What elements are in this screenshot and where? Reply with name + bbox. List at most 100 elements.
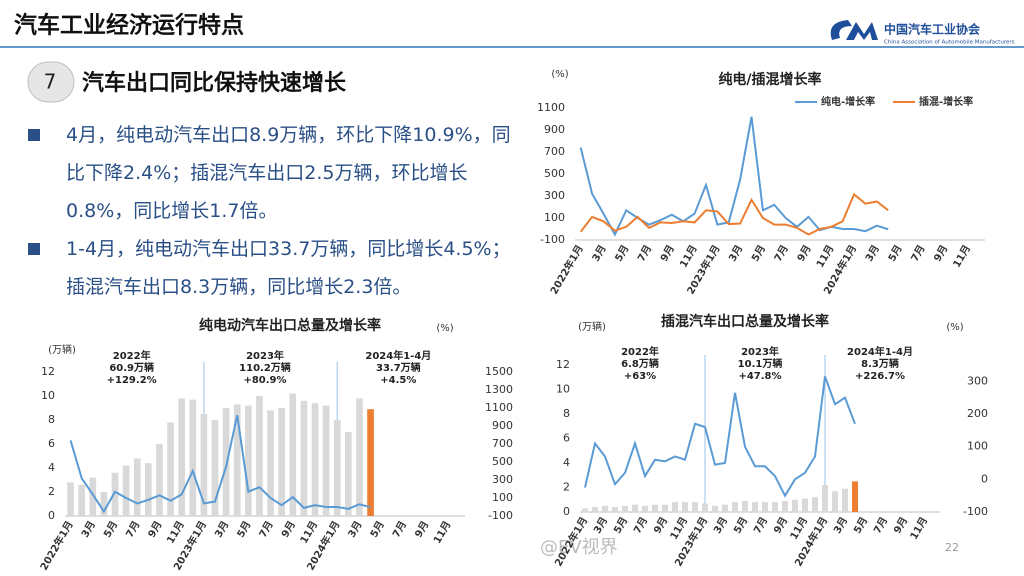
bar bbox=[642, 505, 648, 512]
x-tick-label: 7月 bbox=[772, 243, 791, 264]
x-tick-label: 9月 bbox=[795, 243, 814, 264]
x-tick-label: 11月 bbox=[908, 515, 930, 542]
bar bbox=[772, 502, 778, 512]
bar bbox=[256, 396, 263, 516]
x-tick-label: 9月 bbox=[279, 519, 298, 540]
annotation: 2022年 bbox=[621, 345, 659, 358]
y2-tick-label: 1300 bbox=[485, 383, 513, 396]
x-tick-label: 3月 bbox=[591, 515, 610, 536]
chart-title: 纯电/插混增长率 bbox=[718, 71, 821, 88]
bar bbox=[278, 408, 285, 516]
y-axis-label: (万辆) bbox=[48, 343, 76, 356]
y-axis-label: (万辆) bbox=[578, 320, 606, 333]
y-tick-label: 10 bbox=[41, 389, 55, 402]
x-tick-label: 9月 bbox=[146, 519, 165, 540]
x-tick-label: 9月 bbox=[891, 515, 910, 536]
y-tick-label: 12 bbox=[556, 358, 570, 371]
y2-tick-label: 1100 bbox=[485, 401, 513, 414]
bullet-text: 4月，纯电动汽车出口8.9万辆，环比下降10.9%，同比下降2.4%；插混汽车出… bbox=[66, 124, 511, 222]
x-tick-label: 11月 bbox=[951, 243, 973, 270]
x-tick-label: 7月 bbox=[257, 519, 276, 540]
y-tick-label: 2 bbox=[48, 485, 55, 498]
y-tick-label: 500 bbox=[544, 167, 565, 180]
bar bbox=[133, 458, 141, 516]
chart-title: 纯电动汽车出口总量及增长率 bbox=[199, 317, 381, 334]
logo-en: China Association of Automobile Manufact… bbox=[884, 40, 1015, 46]
x-tick-label: 5月 bbox=[886, 243, 905, 264]
x-tick-label: 11月 bbox=[431, 519, 453, 546]
x-tick-label: 2022年1月 bbox=[37, 519, 76, 573]
annotation: 2024年1-4月 bbox=[365, 349, 431, 362]
x-tick-label: 5月 bbox=[851, 515, 870, 536]
y-tick-label: 900 bbox=[544, 123, 565, 136]
y-tick-label: 6 bbox=[48, 437, 55, 450]
bar bbox=[652, 504, 658, 512]
x-tick-label: 7月 bbox=[390, 519, 409, 540]
bullet-marker bbox=[28, 129, 40, 141]
bar bbox=[100, 492, 108, 516]
bar bbox=[612, 507, 618, 512]
x-tick-label: 5月 bbox=[731, 515, 750, 536]
y2-tick-label: -100 bbox=[963, 505, 988, 518]
annotation: +129.2% bbox=[107, 375, 157, 386]
bar bbox=[145, 463, 152, 516]
bar bbox=[592, 507, 598, 512]
bar bbox=[702, 503, 708, 512]
bullet: 1-4月，纯电动汽车出口33.7万辆，同比增长4.5%；插混汽车出口8.3万辆，… bbox=[22, 230, 527, 306]
bar bbox=[742, 500, 748, 512]
annotation: +63% bbox=[624, 371, 656, 382]
bar bbox=[311, 403, 319, 516]
bar bbox=[89, 477, 97, 516]
bar bbox=[752, 502, 758, 512]
y2-tick-label: 1500 bbox=[485, 365, 513, 378]
y-tick-label: 100 bbox=[544, 211, 565, 224]
chart-title: 插混汽车出口总量及增长率 bbox=[661, 313, 829, 330]
x-tick-label: 3月 bbox=[590, 243, 609, 264]
line-series bbox=[579, 192, 889, 236]
y-tick-label: 8 bbox=[48, 413, 55, 426]
bar bbox=[189, 399, 197, 516]
logo-cn: 中国汽车工业协会 bbox=[884, 22, 981, 37]
y2-tick-label: 300 bbox=[967, 374, 988, 387]
bar bbox=[156, 444, 163, 516]
line-series bbox=[69, 414, 371, 514]
bullet-list: 4月，纯电动汽车出口8.9万辆，环比下降10.9%，同比下降2.4%；插混汽车出… bbox=[22, 116, 527, 306]
bar bbox=[802, 498, 808, 512]
x-tick-label: 9月 bbox=[658, 243, 677, 264]
y-tick-label: 700 bbox=[544, 145, 565, 158]
y2-tick-label: 700 bbox=[492, 437, 513, 450]
x-tick-label: 5月 bbox=[613, 243, 632, 264]
bar bbox=[289, 393, 297, 516]
bar bbox=[842, 488, 848, 512]
bar bbox=[812, 497, 818, 512]
x-tick-label: 7月 bbox=[909, 243, 928, 264]
section-title: 汽车出口同比保持快速增长 bbox=[82, 70, 347, 96]
x-tick-label: 7月 bbox=[124, 519, 143, 540]
x-tick-label: 7月 bbox=[751, 515, 770, 536]
x-tick-label: 9月 bbox=[412, 519, 431, 540]
annotation: +4.5% bbox=[380, 375, 416, 386]
bar bbox=[122, 465, 130, 516]
y-axis-label: (%) bbox=[551, 69, 568, 80]
bar bbox=[632, 504, 638, 512]
bar bbox=[582, 508, 588, 512]
logo-mark bbox=[830, 20, 878, 40]
bar bbox=[333, 420, 341, 516]
y-tick-label: 6 bbox=[563, 432, 570, 445]
bar bbox=[300, 400, 308, 516]
annotation: +47.8% bbox=[738, 371, 781, 382]
line-series bbox=[584, 376, 856, 498]
bar bbox=[111, 472, 119, 516]
bar bbox=[672, 502, 678, 512]
y-tick-label: 4 bbox=[48, 461, 55, 474]
y-tick-label: 10 bbox=[556, 383, 570, 396]
x-tick-label: 3月 bbox=[711, 515, 730, 536]
x-tick-label: 3月 bbox=[346, 519, 365, 540]
bar bbox=[233, 404, 241, 516]
bar bbox=[322, 405, 330, 516]
y2-tick-label: 200 bbox=[967, 407, 988, 420]
bar bbox=[682, 502, 688, 512]
y-tick-label: 8 bbox=[563, 407, 570, 420]
y2-tick-label: 900 bbox=[492, 419, 513, 432]
